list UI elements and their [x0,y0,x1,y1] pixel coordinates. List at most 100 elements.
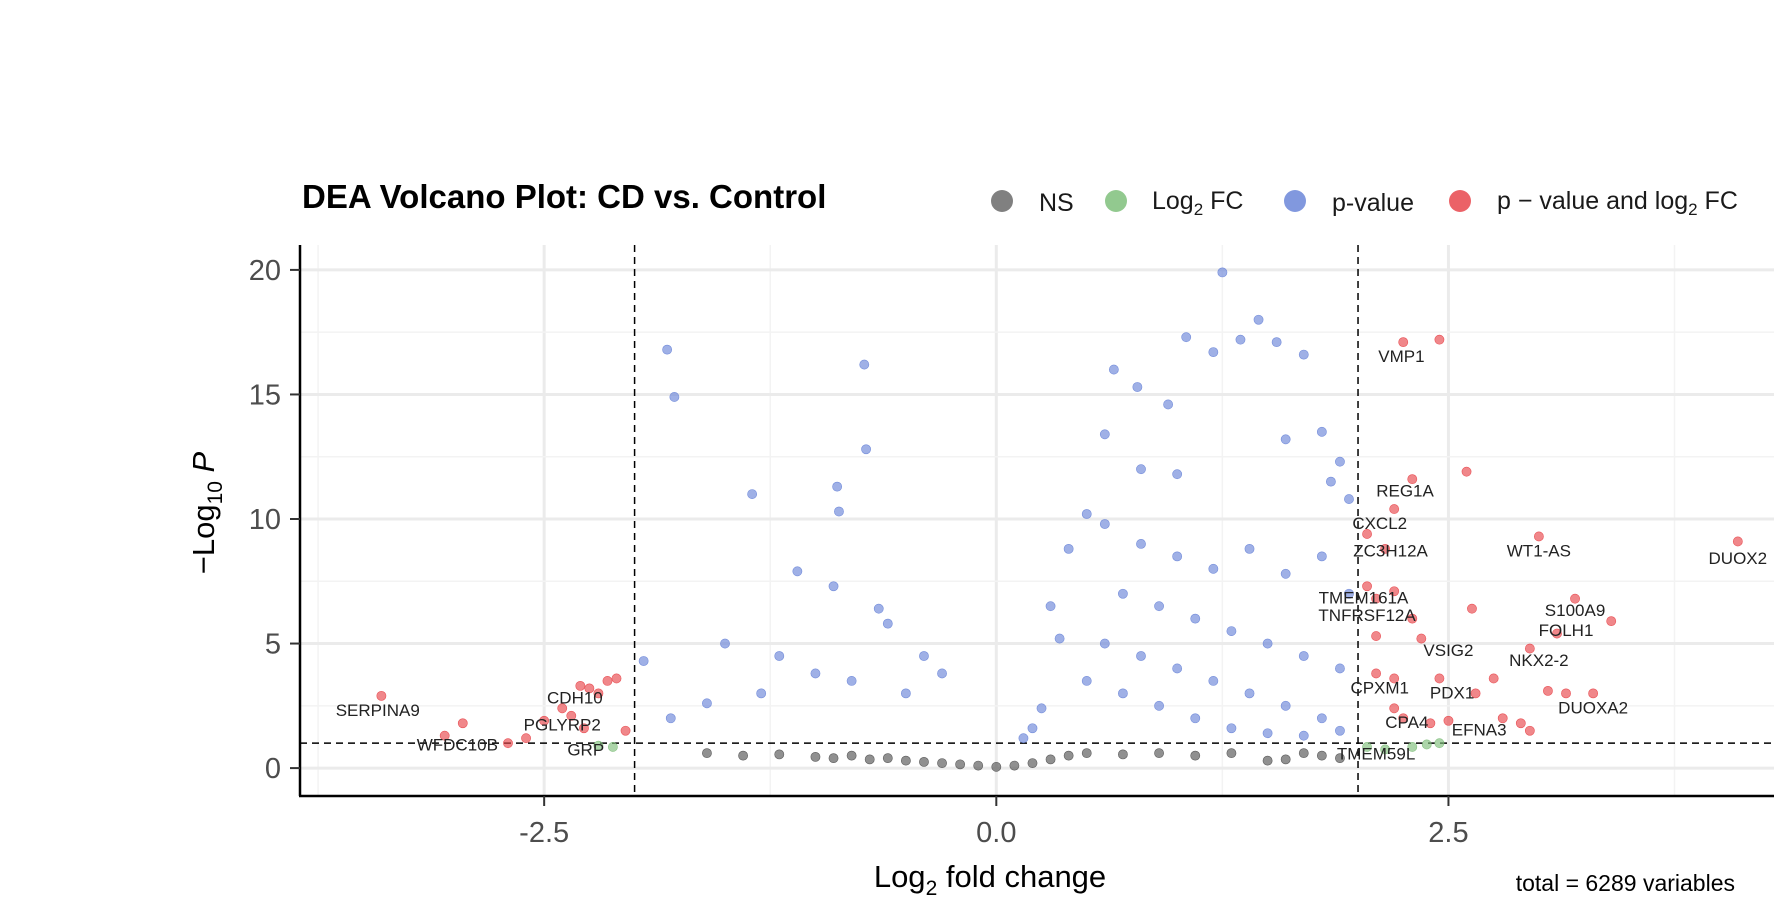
ns-point [937,758,947,769]
pvalue-point [1154,700,1164,711]
pvalue-and-fc-point [593,688,604,699]
legend-log2fc-sub: 2 [1194,200,1203,219]
legend-marker-pvalue [1284,190,1306,212]
y-tick-label: 20 [249,255,281,287]
legend-pfc-tail: FC [1698,187,1738,215]
pvalue-and-fc-point [1380,543,1391,554]
pvalue-point [1027,723,1038,734]
pvalue-point [1335,725,1345,736]
pvalue-point [1099,638,1110,649]
pvalue-and-fc-point [1362,529,1372,539]
pvalue-point [810,668,821,679]
pvalue-point [873,603,884,614]
log2fc-point [1380,744,1391,755]
y-axis-title-main: −Log [186,504,221,574]
pvalue-point [1172,469,1183,480]
pvalue-point [1316,426,1327,437]
pvalue-point [1298,349,1309,360]
pvalue-point [1172,551,1183,562]
legend-marker-pvalue-and-fc [1449,190,1471,212]
ns-point [1226,748,1237,759]
pvalue-and-fc-point [1407,474,1418,485]
pvalue-point [1262,728,1273,739]
gene-label: S100A9 [1545,601,1606,620]
pvalue-and-fc-point [503,738,513,749]
pvalue-point [774,651,785,661]
pvalue-and-fc-point [1425,718,1436,729]
pvalue-point [1081,676,1092,686]
x-axis-title: Log2 fold change [874,859,1106,900]
gene-label: CPXM1 [1350,678,1409,697]
x-tick-label: -2.5 [519,817,569,849]
y-axis-ticks: 0 5 10 15 20 [249,255,300,785]
pvalue-and-fc-point [575,680,586,691]
gene-label: FOLH1 [1539,621,1594,640]
pvalue-and-fc-point [1533,531,1544,542]
pvalue-point [1181,332,1192,343]
ns-point [1280,754,1291,765]
pvalue-point [1136,539,1146,549]
pvalue-and-fc-point [1371,593,1382,604]
pvalue-point [1335,663,1345,674]
pvalue-point [1099,519,1110,529]
pvalue-point [1226,723,1237,734]
pvalue-point [1190,713,1201,724]
plot-grid [300,245,1774,796]
gene-label: TMEM161A [1319,589,1409,608]
pvalue-point [834,506,844,517]
pvalue-point [919,651,929,661]
ns-point [1316,750,1327,761]
pvalue-point [1316,713,1327,724]
pvalue-and-fc-point [602,676,613,686]
pvalue-point [1108,364,1119,375]
pvalue-and-fc-point [1398,713,1409,724]
gene-label: VSIG2 [1423,641,1473,660]
x-tick-label: 2.5 [1428,817,1468,849]
ns-point [900,755,911,766]
pvalue-point [1063,543,1074,554]
y-axis-title: −Log10 P [186,451,227,574]
pvalue-point [1298,651,1309,661]
pvalue-and-fc-point [1389,504,1400,514]
pvalue-point [1280,434,1291,445]
pvalue-and-fc-point [566,710,577,721]
ns-point [1154,748,1164,759]
pvalue-and-fc-point [611,673,622,684]
pvalue-and-fc-point [584,683,595,694]
pvalue-and-fc-point [539,715,550,726]
ns-point [702,748,712,759]
y-tick-label: 0 [265,753,281,785]
series-ns [702,748,1345,772]
ns-point [973,760,984,771]
gene-label: TNFRSF12A [1318,606,1416,625]
legend-marker-ns [991,190,1013,212]
pvalue-point [638,656,649,666]
pvalue-point [1217,267,1228,278]
pvalue-and-fc-point [439,730,450,741]
gene-label: ZC3H12A [1353,541,1428,560]
ns-point [846,750,857,761]
pvalue-and-fc-point [1524,643,1535,654]
pvalue-point [662,344,673,355]
legend-log2fc-tail: FC [1203,187,1243,215]
pvalue-point [1280,568,1291,579]
ns-point [882,753,893,764]
pvalue-point [669,392,680,402]
pvalue-point [1344,588,1354,599]
pvalue-and-fc-point [1434,334,1445,345]
pvalue-and-fc-point [1398,337,1409,348]
pvalue-point [861,444,871,455]
pvalue-point [882,618,893,629]
pvalue-and-fc-point [620,725,631,736]
pvalue-and-fc-point [1470,688,1481,699]
gene-label: CPA4 [1385,713,1428,732]
log2fc-point [1434,738,1445,749]
ns-point [1190,750,1201,761]
threshold-lines [300,245,1774,793]
pvalue-and-fc-point [1389,703,1400,714]
pvalue-point [1235,334,1246,345]
pvalue-point [1244,543,1255,554]
gene-label: CXCL2 [1352,514,1407,533]
pvalue-and-fc-point [1488,673,1499,684]
gene-label: NKX2-2 [1509,651,1569,670]
